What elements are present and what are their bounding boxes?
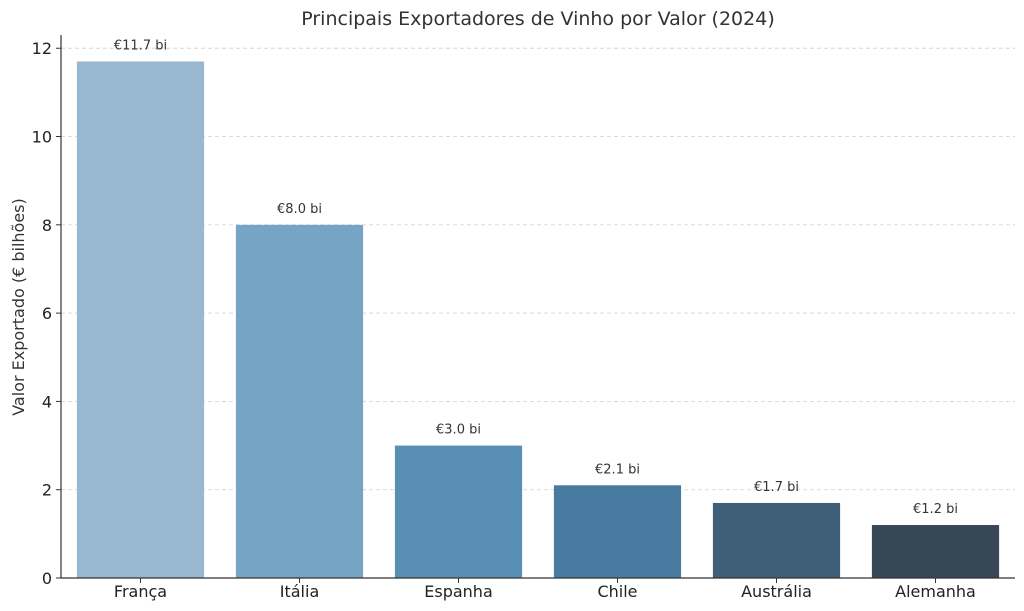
bar-4 [553, 485, 682, 578]
y-axis-label: Valor Exportado (€ bilhões) [9, 198, 28, 416]
bar-3 [394, 445, 523, 578]
y-gridlines [61, 47, 1015, 491]
x-tick-label-5: Austrália [741, 582, 812, 601]
x-tick-label-1: França [114, 582, 167, 601]
x-tick-label-4: Chile [597, 582, 637, 601]
bar-2 [235, 224, 364, 578]
x-tick-label-6: Alemanha [895, 582, 976, 601]
data-label-6: €1.2 bi [913, 502, 958, 517]
bar-6 [871, 525, 1000, 578]
y-tick-label-5: 10 [32, 128, 52, 147]
data-label-4: €2.1 bi [595, 462, 640, 477]
bar-1 [76, 61, 205, 579]
y-tick-label-3: 6 [42, 304, 52, 323]
data-label-1: €11.7 bi [114, 38, 167, 53]
x-tick-label-3: Espanha [424, 582, 493, 601]
chart-title: Principais Exportadores de Vinho por Val… [301, 8, 774, 30]
data-labels: €11.7 bi €8.0 bi €3.0 bi €2.1 bi €1.7 bi €1.2… [114, 38, 958, 517]
y-tick-labels: 0 2 4 6 8 10 12 [32, 39, 52, 588]
x-tick-label-2: Itália [280, 582, 320, 601]
x-tick-labels: França Itália Espanha Chile Austrália Alemanh… [114, 582, 976, 601]
bar-5 [712, 502, 841, 578]
data-label-3: €3.0 bi [436, 423, 481, 438]
y-tick-label-0: 0 [42, 569, 52, 588]
y-tick-label-4: 8 [42, 216, 52, 235]
data-label-5: €1.7 bi [754, 480, 799, 495]
y-tick-label-1: 2 [42, 481, 52, 500]
axes [56, 35, 1015, 583]
data-label-2: €8.0 bi [277, 202, 322, 217]
y-tick-label-2: 4 [42, 392, 52, 411]
bars [76, 61, 1000, 579]
y-tick-label-6: 12 [32, 39, 52, 58]
